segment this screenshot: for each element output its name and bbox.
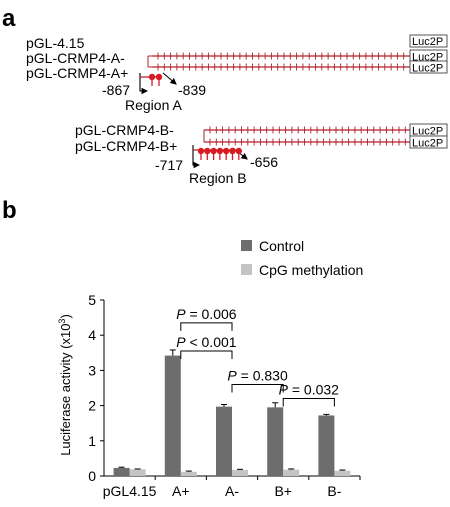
construct-labels-b: pGL-CRMP4-B- pGL-CRMP4-B+ [75, 122, 177, 154]
region-a-left-arrow [139, 73, 149, 95]
bar-methylation [334, 470, 351, 476]
cpg-site-head [223, 147, 230, 155]
region-a-cpg-sites [148, 73, 163, 86]
region-b-start: -717 [155, 157, 183, 173]
construct-b-minus-diagram: Luc2P [204, 123, 448, 138]
region-a-annotation: -867 -839 Region A [102, 72, 206, 113]
p-value-label: P = 0.830 [227, 367, 288, 383]
y-tick-label: 4 [88, 327, 96, 343]
cpg-site-head [155, 73, 163, 81]
bar-control [113, 467, 130, 476]
legend-label-methylation: CpG methylation [259, 262, 363, 278]
construct-label-b-minus: pGL-CRMP4-B- [75, 122, 174, 138]
luc2p-label: Luc2P [412, 63, 443, 75]
bar-control [216, 406, 232, 476]
region-b-end: -656 [250, 154, 278, 170]
significance-bracket [231, 383, 284, 393]
bar-methylation [232, 470, 248, 476]
panel-b-letter: b [2, 197, 17, 224]
region-a-label: Region A [125, 97, 182, 113]
cpg-site-head [197, 147, 205, 155]
region-b-left-arrow [192, 145, 201, 169]
luc2p-label: Luc2P [412, 36, 443, 48]
construct-label-a-minus: pGL-CRMP4-A- [26, 50, 125, 66]
luc2p-label: Luc2P [412, 138, 443, 150]
legend-swatch-methylation [241, 264, 252, 275]
y-tick-label: 2 [88, 398, 96, 414]
cpg-site-head [229, 147, 236, 155]
y-tick-label: 1 [88, 433, 96, 449]
panel-a-letter: a [2, 5, 16, 32]
region-a-start: -867 [102, 82, 130, 98]
construct-labels-a: pGL-4.15 pGL-CRMP4-A- pGL-CRMP4-A+ [26, 35, 128, 81]
cpg-site-head [148, 73, 156, 81]
construct-label-a-plus: pGL-CRMP4-A+ [26, 65, 128, 81]
p-value-label: P < 0.001 [176, 334, 237, 350]
bar-control [164, 355, 181, 476]
x-tick-label: B- [327, 483, 341, 499]
cpg-site-head [210, 147, 217, 155]
luc2p-label: Luc2P [412, 126, 443, 138]
bar-control [267, 407, 284, 476]
legend-label-control: Control [259, 238, 304, 254]
significance-bracket [282, 398, 335, 407]
y-tick-label: 3 [88, 362, 96, 378]
y-axis-label: Luciferase activity (x103) [57, 314, 73, 456]
construct-b-plus-diagram: Luc2P [204, 135, 448, 150]
x-tick-label: B+ [274, 483, 292, 499]
bar-methylation [180, 471, 197, 476]
construct-pgl415-diagram: Luc2P [409, 34, 448, 48]
x-tick-label: pGL4.15 [103, 483, 157, 499]
region-b-label: Region B [189, 170, 247, 186]
legend-swatch-control [241, 240, 252, 251]
luc2p-box [409, 135, 448, 149]
luc2p-label: Luc2P [412, 52, 443, 64]
bar-control [318, 415, 335, 476]
luc2p-box [409, 34, 448, 48]
p-value-label: P = 0.006 [176, 306, 237, 322]
y-tick-label: 0 [88, 468, 96, 484]
region-b-annotation: -717 -656 Region B [155, 145, 278, 186]
significance-bracket [180, 322, 233, 331]
construct-label-b-plus: pGL-CRMP4-B+ [75, 138, 177, 154]
region-b-cpg-sites [197, 147, 242, 160]
p-value-label: P = 0.032 [279, 382, 340, 398]
region-a-end: -839 [178, 82, 206, 98]
x-tick-label: A- [225, 483, 239, 499]
legend: Control CpG methylation [241, 238, 363, 278]
cpg-site-head [235, 147, 242, 155]
region-a-right-arrow [162, 72, 177, 85]
significance-bracket [180, 350, 233, 360]
construct-a-plus-diagram: Luc2P [152, 60, 448, 75]
cpg-site-head [216, 147, 224, 155]
cpg-site-head [204, 147, 211, 155]
bar-methylation [129, 469, 146, 476]
construct-a-minus-diagram: Luc2P [152, 49, 448, 64]
construct-label-pgl415: pGL-4.15 [26, 35, 85, 51]
bar-methylation [283, 469, 300, 476]
bar-chart: Luciferase activity (x103) 0 1 2 3 4 5 pGL4.15… [57, 292, 361, 499]
luc2p-box [409, 60, 448, 74]
x-tick-label: A+ [172, 483, 190, 499]
y-tick-label: 5 [88, 292, 96, 308]
